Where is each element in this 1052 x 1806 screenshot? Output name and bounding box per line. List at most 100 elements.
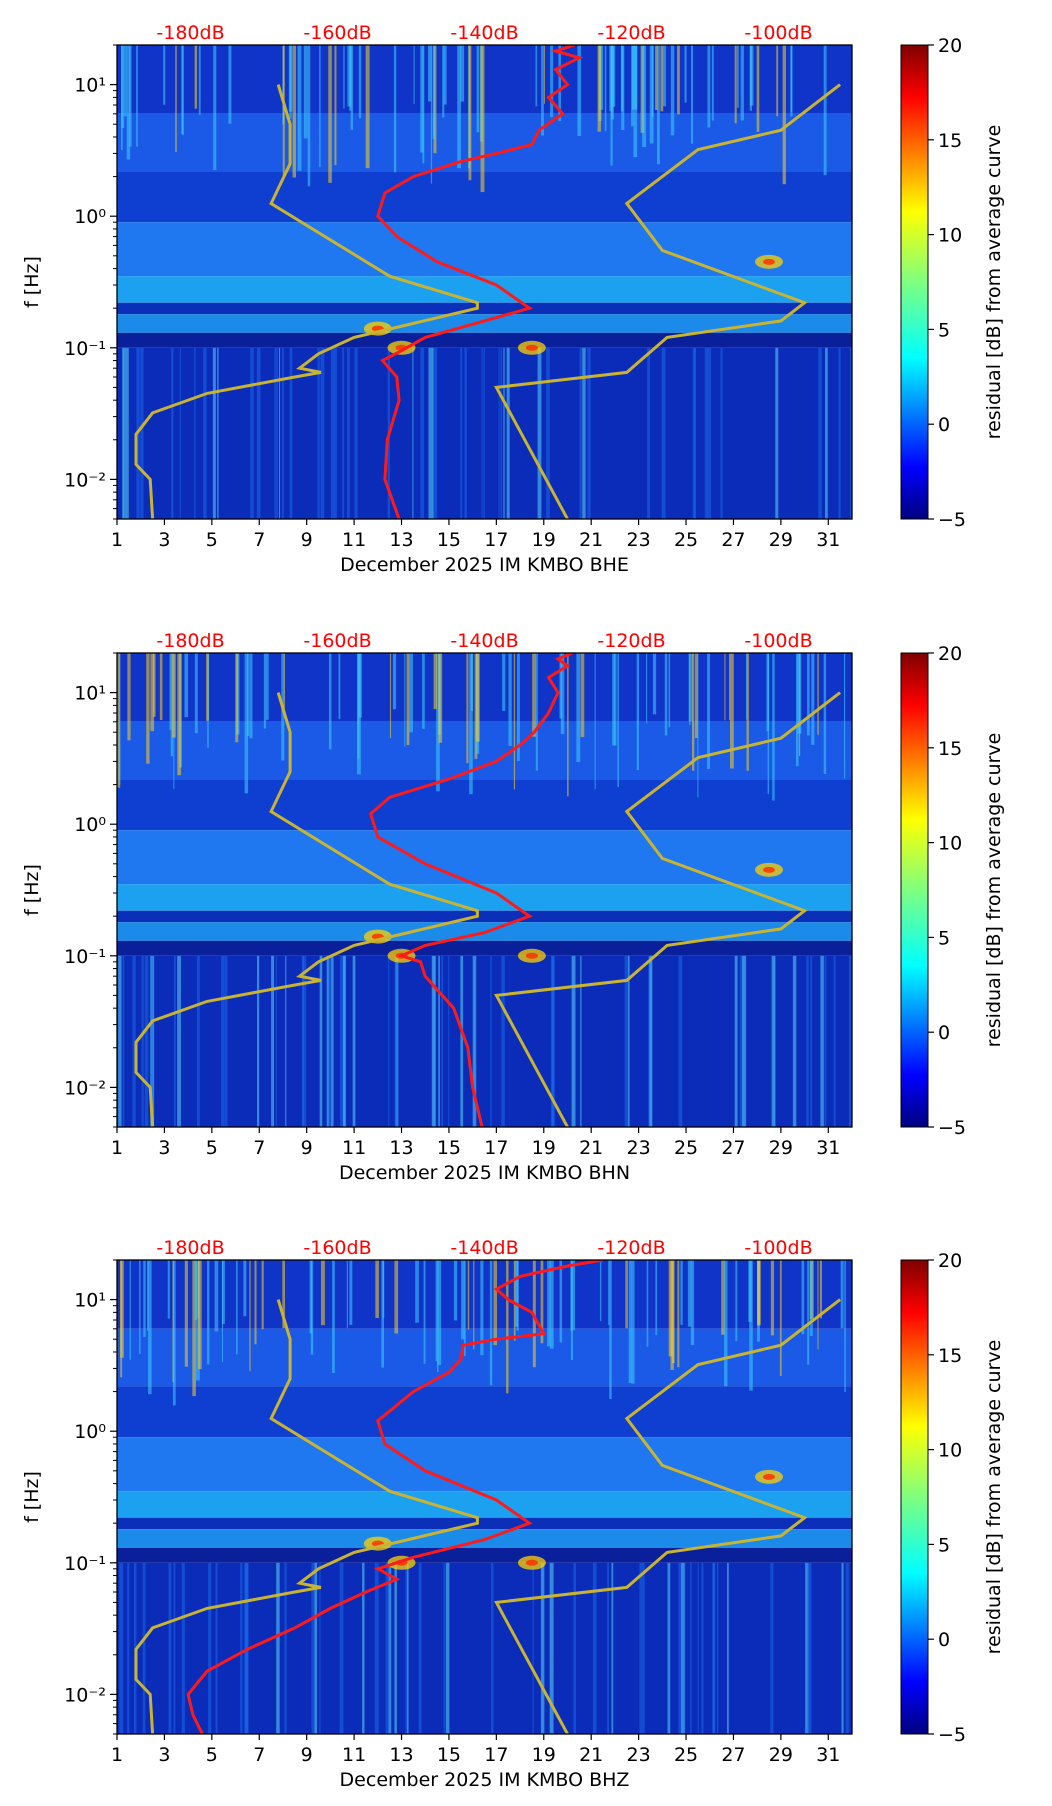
heatmap-streak: [537, 347, 539, 519]
heatmap-streak: [559, 653, 563, 719]
heatmap-band: [117, 940, 852, 956]
heatmap-streak: [136, 45, 138, 147]
heatmap-streak: [132, 955, 136, 1127]
heatmap-streak: [122, 347, 126, 519]
heatmap-streak: [171, 347, 174, 519]
heatmap-streak: [472, 955, 477, 1127]
heatmap-streak: [420, 45, 424, 153]
heatmap-streak: [184, 653, 189, 718]
heatmap-streak: [338, 653, 341, 720]
heatmap-streak: [823, 45, 827, 176]
heatmap-streak: [332, 1260, 335, 1374]
db-scale-label: -120dB: [597, 1237, 665, 1259]
heatmap-streak: [734, 45, 737, 124]
heatmap-streak: [843, 653, 846, 779]
heatmap-streak: [721, 1260, 725, 1335]
heatmap-streak: [573, 1562, 576, 1734]
y-tick-label: 10⁰: [74, 814, 106, 836]
heatmap-streak: [474, 653, 478, 759]
heatmap-streak: [249, 1260, 251, 1372]
x-tick-label: 5: [206, 529, 218, 551]
heatmap-streak: [127, 1562, 130, 1734]
heatmap-streak: [633, 45, 638, 110]
x-tick-label: 29: [769, 1744, 793, 1766]
heatmap-streak: [652, 653, 657, 715]
heatmap-streak: [502, 955, 505, 1127]
db-scale-label: -100dB: [744, 630, 812, 652]
heatmap-streak: [469, 653, 473, 795]
heatmap-streak: [119, 653, 121, 785]
heatmap-streak: [817, 1260, 819, 1350]
heatmap-streak: [412, 347, 414, 519]
y-tick-label: 10¹: [74, 1290, 106, 1312]
heatmap-streak: [810, 955, 813, 1127]
heatmap-streak: [819, 1260, 822, 1319]
heatmap-streak: [292, 45, 296, 178]
heatmap-streak: [792, 955, 797, 1127]
heatmap-streak: [687, 1260, 692, 1327]
heatmap-streak: [691, 653, 695, 771]
heatmap-streak: [279, 347, 281, 519]
heatmap-streak: [770, 1562, 774, 1734]
noise-model-high-line: [494, 1298, 842, 1734]
heatmap-streak: [677, 1260, 680, 1368]
heatmap-streak: [285, 955, 287, 1127]
heatmap-streak: [631, 1260, 635, 1384]
x-tick-label: 3: [158, 529, 170, 551]
heatmap-streak: [671, 1260, 675, 1364]
heatmap-streak: [604, 45, 607, 132]
heatmap-streak: [415, 1260, 419, 1323]
heatmap-streak: [577, 45, 582, 136]
heatmap-streak: [639, 1562, 642, 1734]
colorbar-tick-label: −5: [938, 1117, 966, 1139]
x-tick-label: 1: [111, 1137, 123, 1159]
heatmap-streak: [772, 653, 775, 801]
heatmap-streak: [170, 653, 174, 757]
heatmap-streak: [346, 347, 350, 519]
heatmap-streak: [194, 45, 198, 109]
x-tick-label: 11: [342, 1744, 366, 1766]
heatmap-hotspot: [525, 1559, 538, 1566]
heatmap-hotspot: [763, 258, 776, 265]
heatmap-streak: [119, 1562, 124, 1734]
heatmap-streak: [466, 653, 469, 764]
y-tick-label: 10¹: [74, 75, 106, 97]
db-scale-label: -100dB: [744, 22, 812, 44]
heatmap-band: [117, 45, 852, 114]
colorbar-tick-label: 10: [938, 833, 962, 855]
heatmap-streak: [340, 955, 344, 1127]
heatmap-streak: [328, 955, 332, 1127]
x-tick-label: 21: [579, 529, 603, 551]
heatmap-streak: [664, 653, 668, 736]
heatmap-streak: [779, 1260, 782, 1376]
heatmap-streak: [463, 1260, 466, 1356]
heatmap-streak: [697, 653, 699, 798]
heatmap-streak: [614, 653, 617, 746]
heatmap-streak: [198, 1260, 202, 1370]
heatmap-streak: [838, 347, 841, 519]
heatmap-streak: [392, 653, 397, 710]
heatmap-streak: [247, 653, 250, 736]
heatmap-streak: [467, 1260, 470, 1330]
heatmap-hotspot: [525, 344, 538, 351]
heatmap-streak: [349, 1260, 353, 1325]
heatmap-streak: [460, 955, 464, 1127]
heatmap-streak: [151, 955, 154, 1127]
heatmap-streak: [535, 45, 538, 107]
heatmap-streak: [207, 1260, 210, 1365]
heatmap-streak: [123, 45, 127, 117]
x-tick-label: 27: [721, 1137, 745, 1159]
heatmap-band: [117, 653, 852, 722]
heatmap-band: [117, 171, 852, 223]
heatmap-streak: [576, 653, 581, 763]
db-scale-label: -180dB: [156, 630, 224, 652]
heatmap-streak: [282, 1260, 285, 1329]
plot-frame: [116, 44, 853, 520]
heatmap-streak: [841, 1562, 844, 1734]
heatmap-streak: [677, 45, 680, 115]
heatmap-streak: [532, 1260, 536, 1368]
heatmap-streak: [139, 1260, 141, 1354]
heatmap-streak: [490, 955, 492, 1127]
heatmap-streak: [394, 1260, 399, 1334]
heatmap-streak: [776, 45, 779, 117]
